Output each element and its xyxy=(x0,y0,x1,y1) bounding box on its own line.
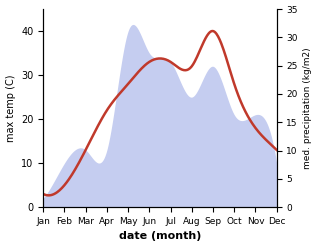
X-axis label: date (month): date (month) xyxy=(119,231,201,242)
Y-axis label: med. precipitation (kg/m2): med. precipitation (kg/m2) xyxy=(303,47,313,169)
Y-axis label: max temp (C): max temp (C) xyxy=(5,74,16,142)
